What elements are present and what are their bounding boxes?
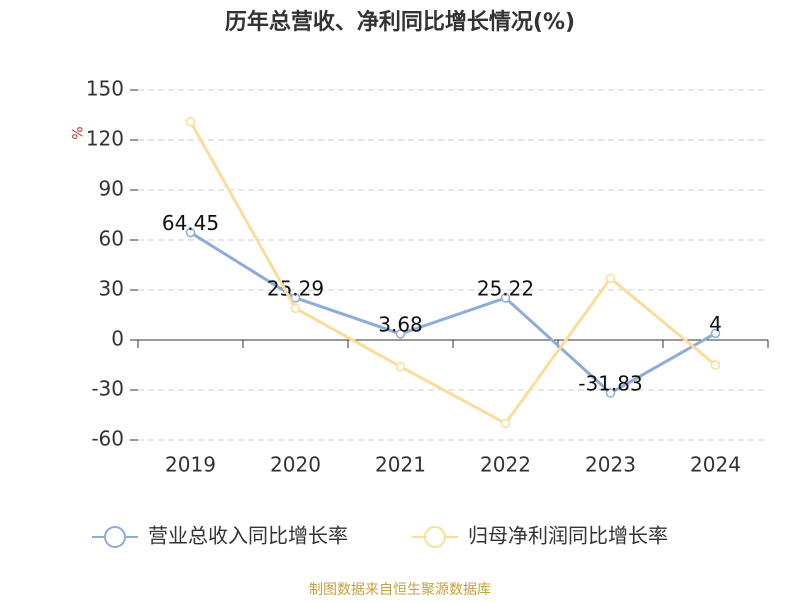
x-tick-label: 2022 (480, 453, 531, 477)
point (185, 227, 196, 238)
y-tick-label: -30 (91, 377, 124, 401)
point (395, 329, 406, 339)
point (710, 360, 721, 370)
x-tick-label: 2024 (690, 453, 741, 477)
legend-label: 营业总收入同比增长率 (148, 524, 348, 548)
data-label: 4 (709, 312, 722, 336)
point (710, 328, 721, 339)
point (395, 361, 406, 372)
series-line (189, 231, 717, 395)
y-tick-label: 0 (111, 327, 124, 351)
point (290, 293, 301, 303)
x-tick-label: 2021 (375, 453, 426, 477)
legend-marker (424, 526, 446, 548)
point (500, 293, 511, 303)
chart-title: 历年总营收、净利同比增长情况(%) (225, 9, 575, 35)
data-label: 64.45 (162, 211, 219, 235)
data-label: 3.68 (378, 312, 423, 336)
y-tick-label: 150 (86, 77, 124, 101)
point (290, 303, 301, 314)
y-tick-label: 30 (99, 277, 124, 301)
data-label: -31.83 (578, 372, 642, 396)
point (605, 273, 616, 284)
x-tick-label: 2023 (585, 453, 636, 477)
y-axis-label: % (68, 126, 84, 139)
point (500, 418, 511, 429)
y-tick-label: 90 (99, 177, 124, 201)
legend-marker (104, 526, 126, 548)
x-tick-label: 2019 (165, 453, 216, 477)
point (605, 388, 616, 398)
series-line (189, 120, 717, 426)
y-tick-label: -60 (91, 427, 124, 451)
source: 制图数据来自恒生聚源数据库 (309, 582, 491, 598)
point (185, 116, 196, 127)
legend-label: 归母净利润同比增长率 (468, 524, 668, 548)
y-tick-label: 120 (86, 127, 124, 151)
y-tick-label: 60 (99, 227, 124, 251)
data-label: 25.29 (267, 276, 324, 300)
data-label: 25.22 (477, 276, 534, 300)
x-tick-label: 2020 (270, 453, 321, 477)
